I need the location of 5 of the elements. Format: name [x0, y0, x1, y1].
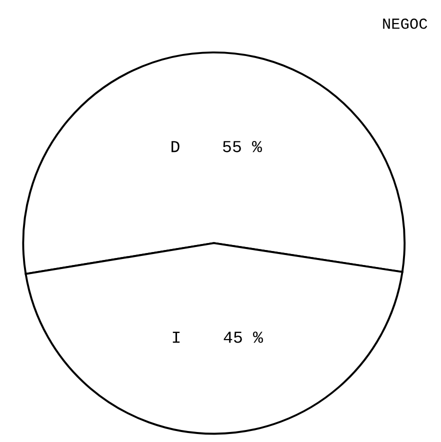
slice-label: I: [172, 332, 180, 343]
data-label: 45 %: [224, 332, 263, 343]
chart-title: NEGOC: [383, 18, 428, 29]
slice-label: D: [172, 141, 180, 152]
data-label: 55 %: [223, 141, 262, 152]
